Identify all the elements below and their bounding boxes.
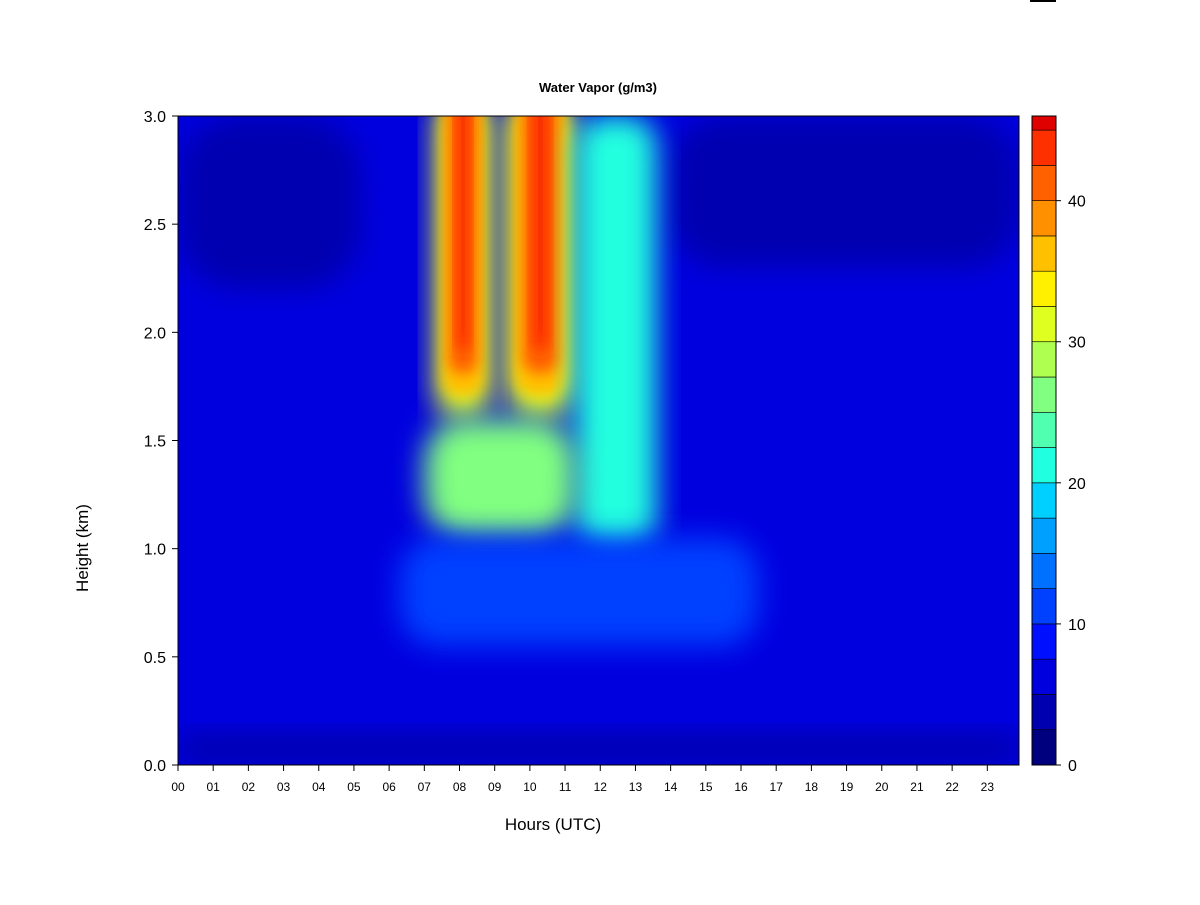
x-tick-label: 07 bbox=[418, 780, 432, 794]
x-tick-label: 11 bbox=[559, 780, 572, 794]
y-axis: 0.0 0.5 1.0 1.5 2.0 2.5 3.0 bbox=[144, 109, 178, 775]
y-tick-label: 1.5 bbox=[144, 434, 166, 451]
y-tick-label: 2.5 bbox=[144, 217, 166, 234]
colorbar-swatch bbox=[1031, 482, 1057, 519]
colorbar-tick-label: 10 bbox=[1068, 617, 1086, 634]
feature-plume-lower-band bbox=[424, 418, 576, 538]
x-tick-label: 19 bbox=[840, 780, 854, 794]
colorbar-frame bbox=[1031, 115, 1057, 766]
colorbar-swatch bbox=[1031, 588, 1057, 625]
y-tick-label: 0.5 bbox=[144, 650, 166, 667]
colorbar-swatch bbox=[1031, 553, 1057, 589]
x-tick-label: 10 bbox=[523, 780, 537, 794]
feature-plume-core-2 bbox=[505, 116, 576, 419]
colorbar-swatch bbox=[1031, 200, 1057, 237]
colorbar-swatch bbox=[1031, 729, 1057, 766]
x-tick-label: 05 bbox=[347, 780, 361, 794]
x-tick-label: 12 bbox=[594, 780, 608, 794]
x-tick-label: 22 bbox=[945, 780, 959, 794]
x-tick-label: 04 bbox=[312, 780, 326, 794]
x-tick-label: 06 bbox=[382, 780, 396, 794]
colorbar-tick-label: 40 bbox=[1068, 194, 1086, 211]
colorbar-swatch bbox=[1031, 447, 1057, 484]
colorbar-swatch bbox=[1031, 376, 1057, 413]
colorbar-swatch bbox=[1031, 341, 1057, 378]
x-tick-label: 02 bbox=[242, 780, 256, 794]
feature-upper-left-dry-region bbox=[178, 116, 361, 290]
colorbar-swatch bbox=[1031, 411, 1057, 448]
x-tick-label: 18 bbox=[805, 780, 819, 794]
feature-surface-layer bbox=[178, 732, 1019, 765]
feature-mid-level-moist-band bbox=[399, 537, 759, 647]
colorbar-swatch bbox=[1031, 658, 1057, 695]
feature-upper-right-dry-region bbox=[670, 116, 1019, 268]
x-tick-label: 20 bbox=[875, 780, 889, 794]
chart-title: Water Vapor (g/m3) bbox=[539, 80, 657, 95]
x-axis: 00 01 02 03 04 05 06 07 08 09 10 11 12 13 14 15 16 17 18 19… bbox=[171, 765, 994, 794]
x-tick-label: 08 bbox=[453, 780, 467, 794]
x-tick-label: 17 bbox=[770, 780, 784, 794]
x-tick-label: 00 bbox=[171, 780, 185, 794]
colorbar-swatch bbox=[1031, 235, 1057, 272]
y-tick-label: 1.0 bbox=[144, 542, 166, 559]
colorbar-swatch bbox=[1031, 270, 1057, 307]
x-tick-label: 14 bbox=[664, 780, 678, 794]
colorbar-swatch bbox=[1031, 129, 1057, 166]
colorbar-tick-label: 0 bbox=[1068, 758, 1077, 775]
y-axis-label: Height (km) bbox=[73, 504, 92, 592]
colorbar-swatch bbox=[1031, 306, 1057, 343]
colorbar-tick-label: 30 bbox=[1068, 335, 1086, 352]
colorbar-swatch bbox=[1031, 517, 1057, 554]
y-tick-label: 0.0 bbox=[144, 758, 166, 775]
feature-plume-core-1 bbox=[434, 116, 492, 419]
corner-mark bbox=[1030, 0, 1056, 2]
colorbar-swatch bbox=[1031, 694, 1057, 731]
colorbar-tick-label: 20 bbox=[1068, 476, 1086, 493]
x-tick-label: 21 bbox=[910, 780, 924, 794]
feature-plume-shoulder bbox=[575, 116, 657, 549]
colorbar-swatch bbox=[1031, 115, 1057, 131]
y-tick-label: 3.0 bbox=[144, 109, 166, 126]
x-axis-label: Hours (UTC) bbox=[505, 815, 601, 834]
colorbar: 0 10 20 30 40 bbox=[1031, 115, 1086, 775]
x-tick-label: 03 bbox=[277, 780, 291, 794]
y-tick-label: 2.0 bbox=[144, 325, 166, 342]
x-tick-label: 13 bbox=[629, 780, 643, 794]
heatmap-field bbox=[178, 116, 1019, 765]
x-tick-label: 23 bbox=[981, 780, 995, 794]
x-tick-label: 16 bbox=[734, 780, 748, 794]
x-tick-label: 09 bbox=[488, 780, 502, 794]
colorbar-swatch bbox=[1031, 623, 1057, 660]
colorbar-swatch bbox=[1031, 165, 1057, 201]
x-tick-label: 01 bbox=[207, 780, 221, 794]
x-tick-label: 15 bbox=[699, 780, 713, 794]
